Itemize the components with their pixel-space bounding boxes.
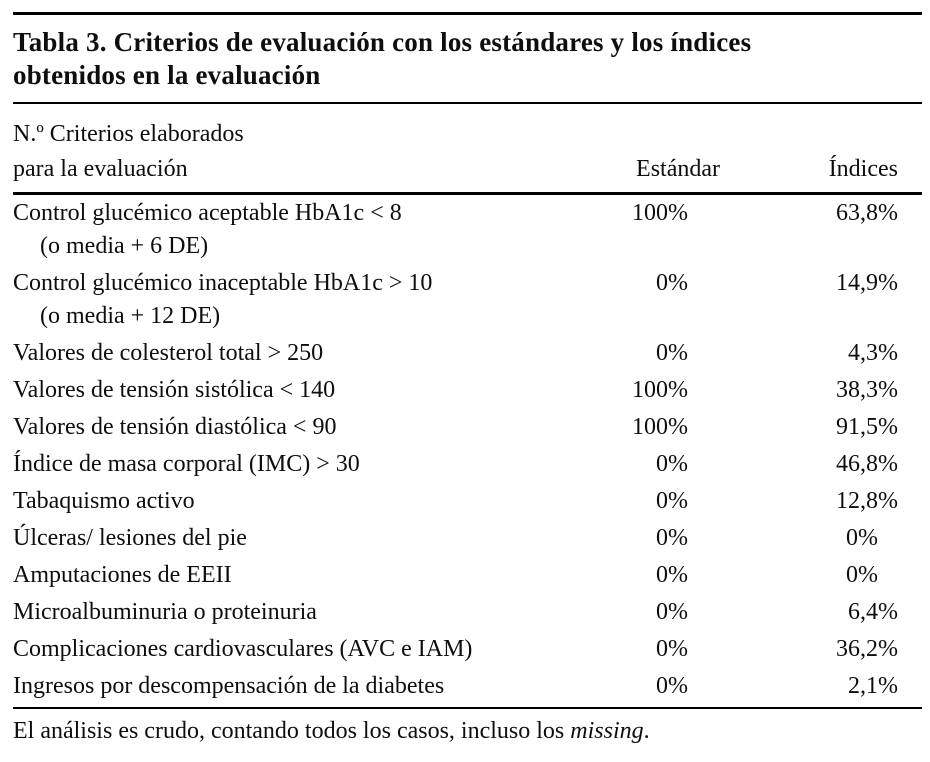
indices-value: 46,8% (836, 451, 898, 477)
table-row: Complicaciones cardiovasculares (AVC e I… (13, 631, 922, 668)
estandar-value: 0% (656, 270, 688, 296)
table-header: N.º Criterios elaborados para la evaluac… (13, 104, 922, 187)
table-row: Microalbuminuria o proteinuria 0% 6,4% (13, 594, 922, 631)
estandar-value: 0% (656, 673, 688, 699)
criterion-label-line-2: (o media + 6 DE) (40, 233, 209, 259)
criterion-label: Valores de tensión diastólica < 90 (13, 411, 578, 444)
estandar-value: 0% (656, 599, 688, 625)
column-header-indices: Índices (828, 156, 898, 182)
estandar-value: 0% (656, 562, 688, 588)
column-header-estandar: Estándar (636, 156, 720, 182)
indices-value: 0% (846, 525, 878, 551)
footnote-emphasis: missing (570, 718, 644, 744)
column-header-criterios-line-2: para la evaluación (13, 156, 188, 182)
table-row: Valores de colesterol total > 250 0% 4,3… (13, 335, 922, 372)
criterion-label-line-2: (o media + 12 DE) (40, 303, 221, 329)
indices-value: 12,8% (836, 488, 898, 514)
estandar-value: 100% (632, 414, 688, 440)
criterion-label-line-1: Úlceras/ lesiones del pie (13, 525, 247, 551)
criterion-label-line-1: Control glucémico aceptable HbA1c < 8 (13, 200, 402, 226)
criterion-label: Úlceras/ lesiones del pie (13, 522, 578, 555)
indices-value: 36,2% (836, 636, 898, 662)
indices-value: 2,1% (848, 673, 898, 699)
title-rule (13, 102, 922, 104)
table-header-row-2: para la evaluación Estándar Índices (13, 152, 922, 187)
criterion-label-line-1: Valores de tensión sistólica < 140 (13, 377, 336, 403)
criterion-label-line-1: Tabaquismo activo (13, 488, 195, 514)
criterion-label-line-1: Valores de colesterol total > 250 (13, 340, 324, 366)
criterion-label: Índice de masa corporal (IMC) > 30 (13, 448, 578, 481)
indices-value: 14,9% (836, 270, 898, 296)
footnote-text: El análisis es crudo, contando todos los… (13, 718, 571, 744)
table-row: Valores de tensión diastólica < 90 100% … (13, 409, 922, 446)
indices-value: 91,5% (836, 414, 898, 440)
table-header-row-1: N.º Criterios elaborados (13, 117, 922, 152)
criterion-label-line-1: Amputaciones de EEII (13, 562, 232, 588)
indices-value: 63,8% (836, 200, 898, 226)
estandar-value: 0% (656, 340, 688, 366)
criterion-label: Ingresos por descompensación de la diabe… (13, 670, 578, 703)
criterion-label: Amputaciones de EEII (13, 559, 578, 592)
table-row: Control glucémico inaceptable HbA1c > 10… (13, 265, 922, 335)
header-rule (13, 192, 922, 195)
criterion-label: Valores de colesterol total > 250 (13, 337, 578, 370)
footnote-suffix: . (643, 718, 650, 744)
table-row: Control glucémico aceptable HbA1c < 8 (o… (13, 195, 922, 265)
criterion-label-line-1: Complicaciones cardiovasculares (AVC e I… (13, 636, 473, 662)
table-row: Valores de tensión sistólica < 140 100% … (13, 372, 922, 409)
table-body: Control glucémico aceptable HbA1c < 8 (o… (13, 195, 922, 705)
footer-rule (13, 707, 922, 709)
criterion-label-line-1: Índice de masa corporal (IMC) > 30 (13, 451, 360, 477)
criterion-label: Control glucémico aceptable HbA1c < 8 (o… (13, 197, 578, 263)
estandar-value: 0% (656, 451, 688, 477)
column-header-criterios-line-1: N.º Criterios elaborados (13, 121, 244, 147)
estandar-value: 0% (656, 488, 688, 514)
top-rule (13, 12, 922, 15)
estandar-value: 0% (656, 636, 688, 662)
estandar-value: 100% (632, 200, 688, 226)
table-title-line-1: Tabla 3. Criterios de evaluación con los… (13, 27, 752, 57)
indices-value: 6,4% (848, 599, 898, 625)
table-footnote: El análisis es crudo, contando todos los… (13, 717, 922, 745)
table-row: Amputaciones de EEII 0% 0% (13, 557, 922, 594)
criterion-label: Tabaquismo activo (13, 485, 578, 518)
table-3-figure: Tabla 3. Criterios de evaluación con los… (0, 12, 930, 762)
criterion-label-line-1: Valores de tensión diastólica < 90 (13, 414, 337, 440)
criterion-label: Control glucémico inaceptable HbA1c > 10… (13, 267, 578, 333)
indices-value: 0% (846, 562, 878, 588)
indices-value: 38,3% (836, 377, 898, 403)
estandar-value: 100% (632, 377, 688, 403)
table-title: Tabla 3. Criterios de evaluación con los… (13, 26, 922, 92)
table-row: Úlceras/ lesiones del pie 0% 0% (13, 520, 922, 557)
table-row: Índice de masa corporal (IMC) > 30 0% 46… (13, 446, 922, 483)
table-row: Ingresos por descompensación de la diabe… (13, 668, 922, 705)
indices-value: 4,3% (848, 340, 898, 366)
estandar-value: 0% (656, 525, 688, 551)
criterion-label: Complicaciones cardiovasculares (AVC e I… (13, 633, 578, 666)
table-row: Tabaquismo activo 0% 12,8% (13, 483, 922, 520)
criterion-label-line-1: Control glucémico inaceptable HbA1c > 10 (13, 270, 433, 296)
criterion-label: Valores de tensión sistólica < 140 (13, 374, 578, 407)
criterion-label-line-1: Microalbuminuria o proteinuria (13, 599, 317, 625)
criterion-label-line-1: Ingresos por descompensación de la diabe… (13, 673, 445, 699)
criterion-label: Microalbuminuria o proteinuria (13, 596, 578, 629)
table-title-line-2: obtenidos en la evaluación (13, 60, 321, 90)
